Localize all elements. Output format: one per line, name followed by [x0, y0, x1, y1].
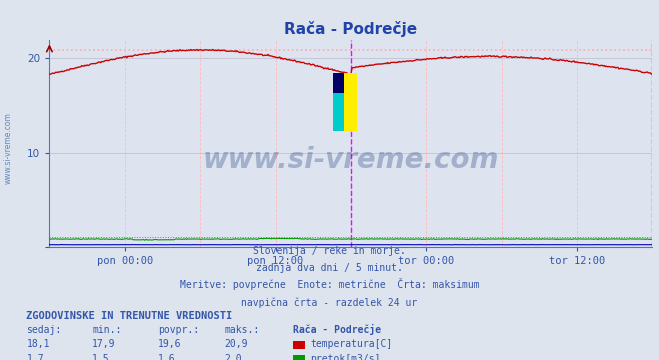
Text: Slovenija / reke in morje.: Slovenija / reke in morje.: [253, 246, 406, 256]
Bar: [333, 94, 344, 131]
Bar: [344, 73, 357, 131]
Text: 1,5: 1,5: [92, 354, 110, 360]
Text: temperatura[C]: temperatura[C]: [310, 339, 393, 350]
Text: 2,0: 2,0: [224, 354, 242, 360]
Text: navpična črta - razdelek 24 ur: navpična črta - razdelek 24 ur: [241, 297, 418, 308]
Text: Rača - Podrečje: Rača - Podrečje: [293, 324, 382, 335]
Text: sedaj:: sedaj:: [26, 325, 61, 335]
Text: 1,6: 1,6: [158, 354, 176, 360]
Text: ZGODOVINSKE IN TRENUTNE VREDNOSTI: ZGODOVINSKE IN TRENUTNE VREDNOSTI: [26, 311, 233, 321]
Text: povpr.:: povpr.:: [158, 325, 199, 335]
Text: www.si-vreme.com: www.si-vreme.com: [203, 146, 499, 174]
Text: 1,7: 1,7: [26, 354, 44, 360]
Text: pretok[m3/s]: pretok[m3/s]: [310, 354, 381, 360]
Bar: [333, 73, 344, 94]
Text: maks.:: maks.:: [224, 325, 259, 335]
Text: 19,6: 19,6: [158, 339, 182, 350]
Text: www.si-vreme.com: www.si-vreme.com: [3, 112, 13, 184]
Text: 17,9: 17,9: [92, 339, 116, 350]
Text: 18,1: 18,1: [26, 339, 50, 350]
Text: zadnja dva dni / 5 minut.: zadnja dva dni / 5 minut.: [256, 263, 403, 273]
Text: Meritve: povprečne  Enote: metrične  Črta: maksimum: Meritve: povprečne Enote: metrične Črta:…: [180, 278, 479, 291]
Text: min.:: min.:: [92, 325, 122, 335]
Title: Rača - Podrečje: Rača - Podrečje: [284, 21, 418, 37]
Text: 20,9: 20,9: [224, 339, 248, 350]
